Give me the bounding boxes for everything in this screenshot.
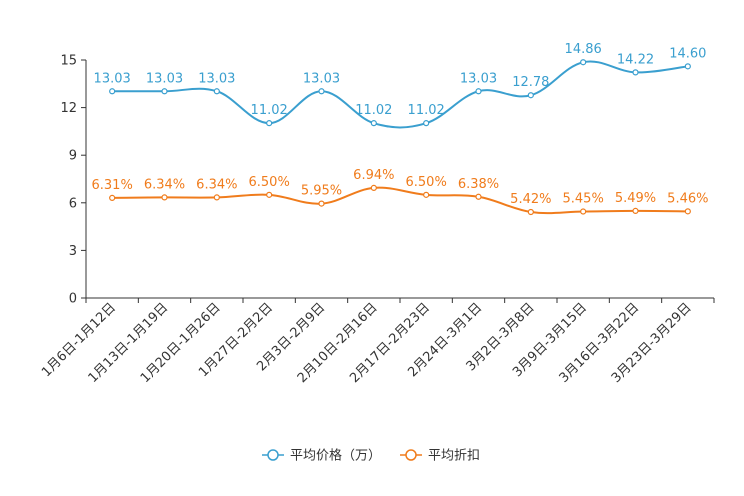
data-label: 14.60 [669,46,706,61]
data-label: 11.02 [355,103,392,118]
legend-label: 平均价格（万） [290,448,381,464]
data-label: 5.45% [563,192,604,207]
data-point[interactable] [632,207,639,214]
data-label: 6.38% [458,177,499,192]
data-point[interactable] [527,208,534,216]
y-tick-label: 0 [69,292,77,307]
data-point[interactable] [580,208,587,215]
y-tick-label: 12 [60,101,77,116]
data-label: 5.49% [615,191,656,206]
legend-label: 平均折扣 [428,449,480,464]
data-point[interactable] [527,92,534,99]
data-point[interactable] [475,193,482,200]
data-label: 13.03 [460,71,497,86]
data-point[interactable] [423,191,430,198]
y-tick-label: 15 [60,54,77,69]
data-label: 11.02 [251,103,288,118]
legend-item[interactable]: 平均折扣 [400,449,480,464]
legend-circle-icon [267,449,279,461]
data-point[interactable] [423,120,430,127]
data-point[interactable] [109,88,116,95]
legend[interactable]: 平均价格（万） 平均折扣 [262,448,480,464]
data-label: 11.02 [408,103,445,118]
data-point[interactable] [318,88,325,95]
data-point[interactable] [684,208,691,215]
legend-circle-icon [405,449,417,461]
data-label: 5.42% [510,192,551,207]
data-point[interactable] [632,69,639,76]
data-label: 6.31% [92,178,133,193]
series-1: 6.31% 6.34% 6.34% 6.50% 5.95% 6.94% 6.50% 6.38%… [92,168,708,216]
y-tick-label: 9 [69,149,77,164]
data-label: 6.34% [144,177,185,192]
data-point[interactable] [318,200,325,207]
data-point[interactable] [213,88,220,95]
y-tick-label: 3 [69,244,77,259]
data-point[interactable] [370,184,377,191]
data-label: 14.86 [565,42,602,57]
data-label: 13.03 [146,71,183,86]
data-label: 13.03 [303,71,340,86]
series-line [112,186,688,215]
data-point[interactable] [580,59,587,66]
series-layer: 13.03 13.03 13.03 11.02 13.03 11.02 11.02 13.03… [92,42,708,216]
data-label: 6.50% [249,175,290,190]
data-point[interactable] [213,194,220,201]
data-label: 12.78 [512,75,549,90]
data-point[interactable] [370,120,377,127]
data-point[interactable] [684,63,691,70]
data-label: 5.46% [667,191,708,206]
data-label: 13.03 [198,71,235,86]
data-point[interactable] [161,194,168,201]
y-tick-label: 6 [69,196,77,211]
data-label: 6.94% [353,168,394,183]
data-point[interactable] [109,194,116,201]
data-label: 14.22 [617,52,654,67]
series-0: 13.03 13.03 13.03 11.02 13.03 11.02 11.02 13.03… [94,42,706,129]
data-point[interactable] [475,88,482,95]
data-label: 6.50% [406,175,447,190]
data-point[interactable] [266,191,273,198]
data-label: 5.95% [301,184,342,199]
data-point[interactable] [266,120,273,127]
data-label: 13.03 [94,71,131,86]
data-point[interactable] [161,88,168,95]
legend-item[interactable]: 平均价格（万） [262,448,381,464]
data-label: 6.34% [196,177,237,192]
